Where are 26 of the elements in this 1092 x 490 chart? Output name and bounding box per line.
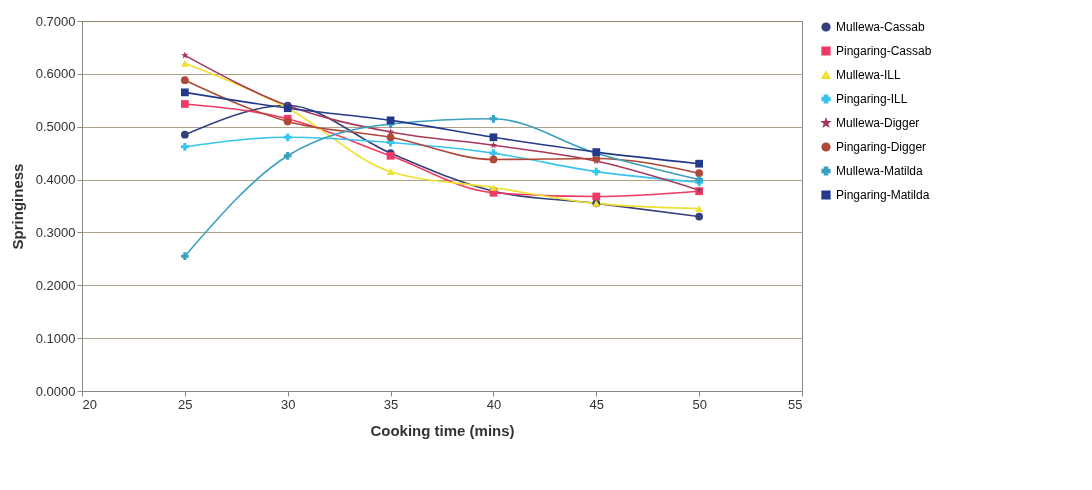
y-tick-label: 0.6000 (35, 66, 76, 82)
y-tick-label: 0.5000 (35, 119, 76, 135)
x-tick-label: 50 (692, 396, 707, 412)
legend-label: Pingaring-ILL (836, 92, 908, 106)
x-tick-label: 25 (178, 396, 193, 412)
y-tick-label: 0.4000 (35, 172, 76, 188)
x-tick-label: 30 (280, 396, 296, 412)
legend-label: Pingaring-Digger (836, 140, 927, 154)
y-tick-label: 0.2000 (35, 277, 76, 293)
y-tick-label: 0.7000 (35, 13, 76, 29)
legend-label: Mullewa-Digger (836, 116, 920, 130)
y-tick-label: 0.3000 (35, 224, 76, 240)
x-tick-label: 35 (383, 396, 399, 412)
x-tick-label: 55 (788, 396, 803, 412)
x-tick-label: 20 (82, 396, 97, 412)
x-axis-title: Cooking time (mins) (370, 421, 515, 439)
y-tick-label: 0.1000 (35, 330, 76, 346)
legend-label: Mullewa-Cassab (836, 20, 926, 34)
x-tick-label: 45 (589, 396, 605, 412)
legend-label: Mullewa-ILL (836, 68, 902, 82)
y-axis-title: Springiness (8, 163, 26, 250)
x-tick-label: 40 (486, 396, 502, 412)
legend-label: Pingaring-Matilda (836, 188, 930, 202)
y-tick-label: 0.0000 (35, 383, 76, 399)
legend-label: Mullewa-Matilda (836, 164, 924, 178)
legend-label: Pingaring-Cassab (836, 44, 932, 58)
